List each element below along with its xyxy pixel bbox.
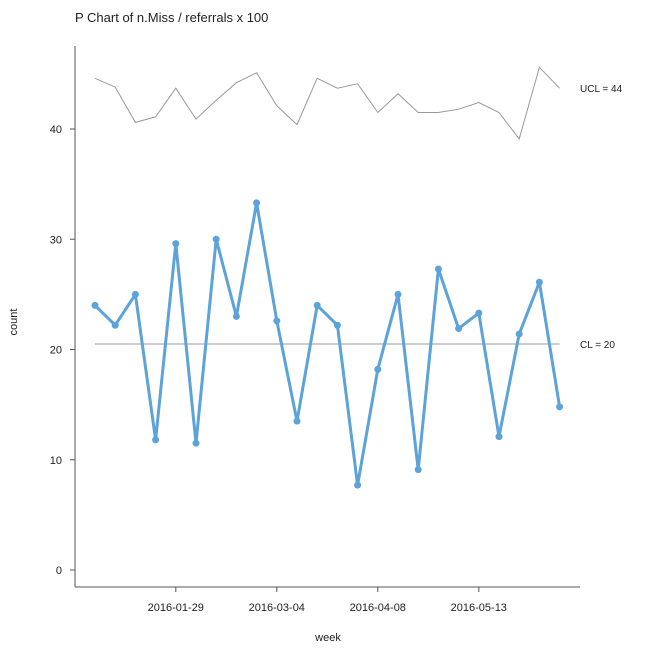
data-point [273, 317, 281, 325]
series-points [91, 199, 564, 489]
data-point [455, 325, 463, 333]
y-tick-label: 40 [50, 124, 62, 136]
x-tick-label: 2016-04-08 [350, 602, 406, 614]
y-ticks: 0 10 20 30 40 [50, 124, 75, 577]
data-point [475, 309, 483, 317]
y-tick-label: 30 [50, 234, 62, 246]
chart-title: P Chart of n.Miss / referrals x 100 [75, 10, 268, 25]
data-point [556, 403, 564, 411]
data-point [354, 481, 362, 489]
x-tick-label: 2016-03-04 [249, 602, 305, 614]
y-tick-label: 10 [50, 455, 62, 467]
data-point [91, 301, 99, 309]
cl-label: CL = 20 [580, 340, 615, 351]
data-point [434, 265, 442, 273]
x-tick-label: 2016-01-29 [148, 602, 204, 614]
limit-lines [94, 66, 560, 345]
data-point [535, 278, 543, 286]
data-point [192, 439, 200, 447]
data-point [515, 330, 523, 338]
data-point [394, 290, 402, 298]
ucl-label: UCL = 44 [580, 84, 623, 95]
data-point [253, 199, 261, 207]
series-line [93, 201, 562, 487]
data-point [111, 321, 119, 329]
y-tick-label: 0 [56, 565, 62, 577]
series-polyline [93, 201, 562, 487]
data-point [293, 417, 301, 425]
y-tick-label: 20 [50, 345, 62, 357]
data-point [212, 235, 220, 243]
y-axis-title: count [8, 309, 20, 336]
x-axis-title: week [314, 632, 341, 644]
x-tick-label: 2016-05-13 [451, 602, 507, 614]
data-point [374, 365, 382, 373]
data-point [414, 466, 422, 474]
data-point [232, 312, 240, 320]
x-ticks: 2016-01-29 2016-03-04 2016-04-08 2016-05-13 [148, 587, 507, 614]
data-point [152, 436, 160, 444]
data-point [333, 321, 341, 329]
data-point [313, 301, 321, 309]
data-point [131, 290, 139, 298]
data-point [495, 433, 503, 441]
ucl-line [94, 66, 560, 140]
data-point [172, 240, 180, 248]
